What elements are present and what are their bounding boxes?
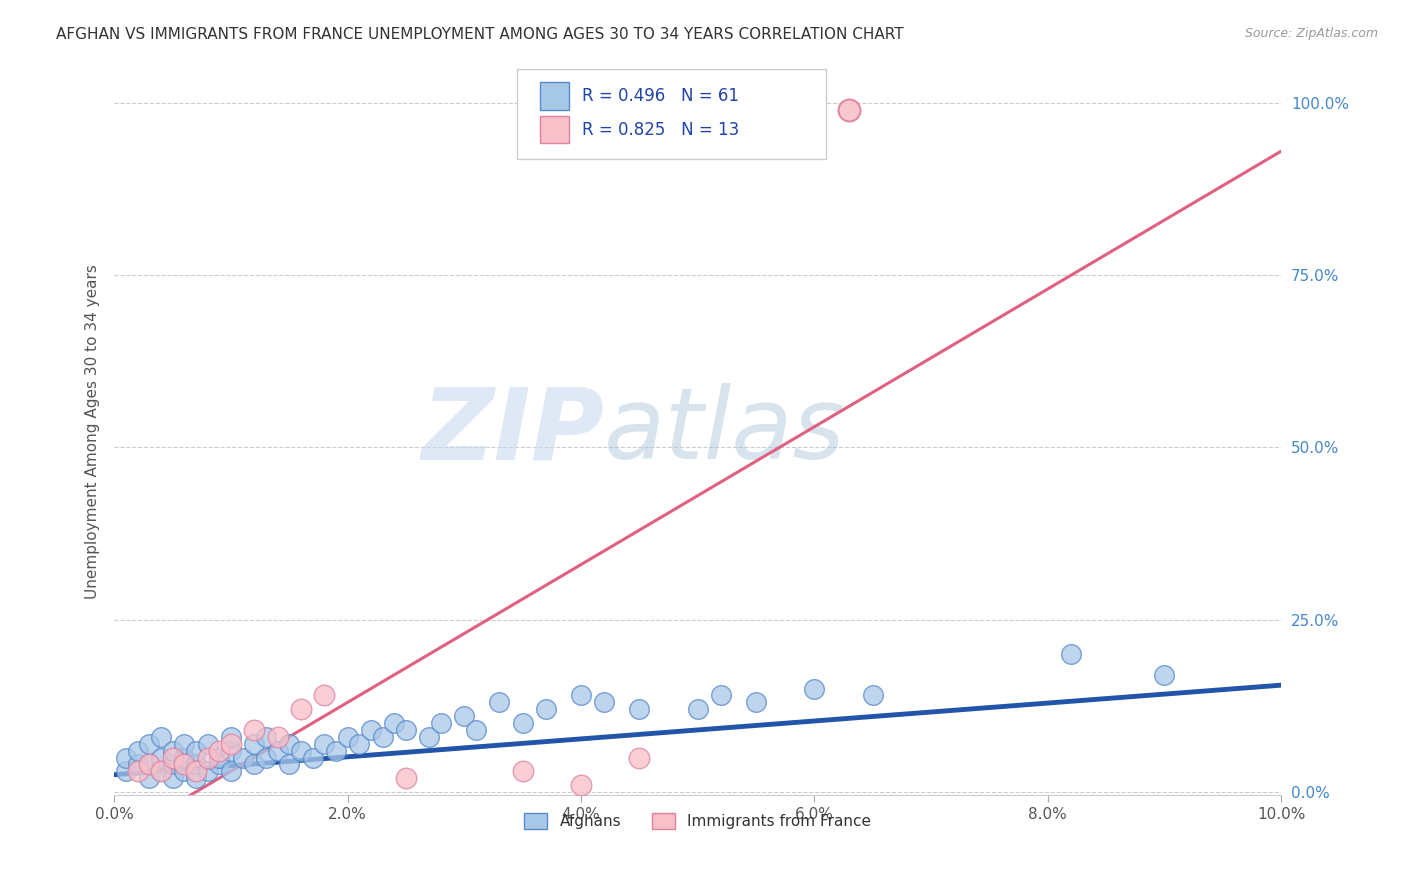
Afghans: [371, 730, 394, 744]
Immigrants from France: [149, 764, 172, 779]
Afghans: [382, 716, 405, 731]
Text: AFGHAN VS IMMIGRANTS FROM FRANCE UNEMPLOYMENT AMONG AGES 30 TO 34 YEARS CORRELAT: AFGHAN VS IMMIGRANTS FROM FRANCE UNEMPLO…: [56, 27, 904, 42]
Afghans: [197, 737, 219, 751]
Afghans: [219, 730, 242, 744]
Afghans: [115, 764, 138, 779]
Afghans: [349, 737, 371, 751]
Afghans: [430, 716, 453, 731]
Afghans: [488, 695, 510, 709]
Afghans: [395, 723, 418, 737]
Afghans: [162, 771, 184, 785]
Afghans: [138, 757, 160, 772]
Afghans: [127, 757, 149, 772]
Afghans: [138, 737, 160, 751]
Afghans: [254, 750, 277, 764]
Afghans: [149, 764, 172, 779]
Afghans: [208, 750, 231, 764]
Afghans: [173, 737, 195, 751]
Immigrants from France: [208, 743, 231, 757]
Afghans: [232, 750, 254, 764]
Afghans: [162, 743, 184, 757]
Afghans: [243, 737, 266, 751]
Immigrants from France: [138, 757, 160, 772]
Afghans: [254, 730, 277, 744]
Afghans: [686, 702, 709, 716]
Immigrants from France: [184, 764, 207, 779]
Immigrants from France: [127, 764, 149, 779]
Afghans: [184, 743, 207, 757]
Afghans: [301, 750, 323, 764]
Immigrants from France: [314, 689, 336, 703]
Afghans: [149, 730, 172, 744]
Immigrants from France: [290, 702, 312, 716]
Afghans: [278, 737, 301, 751]
Afghans: [569, 689, 592, 703]
Afghans: [534, 702, 557, 716]
Immigrants from France: [266, 730, 288, 744]
Afghans: [115, 750, 138, 764]
Afghans: [278, 757, 301, 772]
Text: Source: ZipAtlas.com: Source: ZipAtlas.com: [1244, 27, 1378, 40]
Legend: Afghans, Immigrants from France: Afghans, Immigrants from France: [519, 806, 877, 835]
Afghans: [593, 695, 616, 709]
Immigrants from France: [173, 757, 195, 772]
Afghans: [745, 695, 768, 709]
Text: atlas: atlas: [605, 384, 846, 481]
Point: [569, 778, 592, 792]
Text: ZIP: ZIP: [422, 384, 605, 481]
Afghans: [208, 757, 231, 772]
Afghans: [1153, 668, 1175, 682]
Afghans: [453, 709, 475, 723]
Afghans: [325, 743, 347, 757]
Afghans: [243, 757, 266, 772]
Point: [512, 764, 534, 779]
Afghans: [138, 771, 160, 785]
Point: [838, 103, 860, 117]
Afghans: [418, 730, 440, 744]
Afghans: [290, 743, 312, 757]
FancyBboxPatch shape: [517, 69, 825, 160]
Afghans: [219, 743, 242, 757]
Immigrants from France: [243, 723, 266, 737]
Afghans: [266, 743, 288, 757]
Afghans: [197, 764, 219, 779]
Afghans: [149, 750, 172, 764]
Afghans: [173, 764, 195, 779]
Afghans: [127, 743, 149, 757]
Afghans: [464, 723, 486, 737]
Immigrants from France: [219, 737, 242, 751]
Afghans: [803, 681, 825, 696]
Afghans: [862, 689, 884, 703]
Immigrants from France: [162, 750, 184, 764]
Afghans: [219, 764, 242, 779]
Afghans: [336, 730, 359, 744]
Afghans: [512, 716, 534, 731]
Afghans: [360, 723, 382, 737]
Afghans: [162, 757, 184, 772]
Afghans: [628, 702, 651, 716]
Afghans: [314, 737, 336, 751]
Afghans: [184, 771, 207, 785]
Point: [395, 771, 418, 785]
Afghans: [173, 750, 195, 764]
Afghans: [710, 689, 733, 703]
Afghans: [184, 757, 207, 772]
Afghans: [1060, 647, 1083, 661]
Text: R = 0.825   N = 13: R = 0.825 N = 13: [582, 120, 740, 138]
Y-axis label: Unemployment Among Ages 30 to 34 years: Unemployment Among Ages 30 to 34 years: [86, 265, 100, 599]
Text: R = 0.496   N = 61: R = 0.496 N = 61: [582, 87, 740, 105]
FancyBboxPatch shape: [540, 82, 569, 110]
Point: [628, 750, 651, 764]
Immigrants from France: [197, 750, 219, 764]
FancyBboxPatch shape: [540, 116, 569, 144]
